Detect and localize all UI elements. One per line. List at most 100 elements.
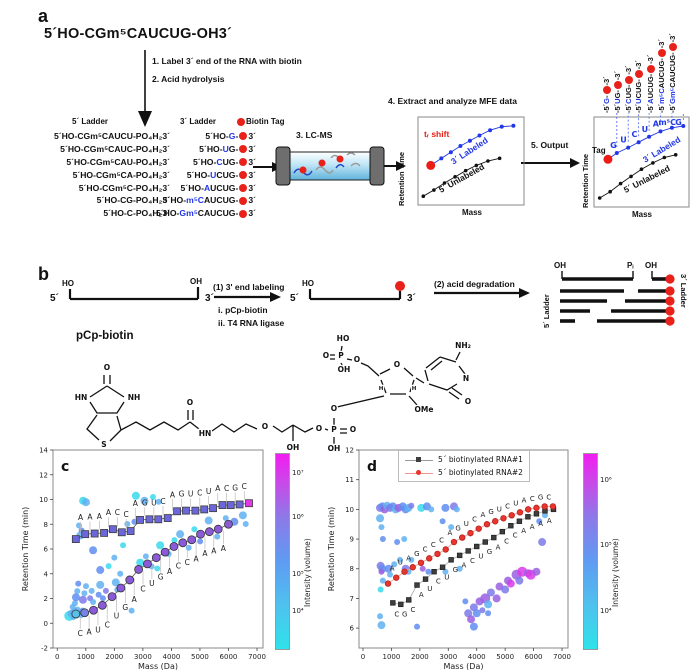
figure-element: C — [394, 610, 399, 618]
figure-element — [270, 292, 281, 302]
ladder5-row: 5´HO-C-PO₄H₂3´ — [28, 207, 170, 220]
background-point — [90, 598, 97, 605]
figure-element: S — [101, 440, 106, 449]
text-fragment — [405, 456, 433, 464]
background-point — [81, 590, 88, 597]
figure-element: A — [221, 544, 227, 553]
background-point — [408, 502, 415, 509]
data-point — [450, 538, 458, 546]
text-fragment: 3´ — [248, 131, 256, 141]
data-point — [204, 527, 214, 537]
background-point — [467, 615, 476, 624]
data-point — [497, 156, 502, 161]
data-point — [511, 123, 516, 128]
figure-element: C — [410, 606, 415, 614]
text-fragment: 5´HO- — [180, 182, 204, 193]
text-fragment: A — [203, 182, 211, 193]
output-ylabel: Retention Time — [581, 153, 590, 208]
colorbar-tick: 10⁵ — [600, 540, 612, 549]
figure-element: OH — [338, 365, 351, 374]
background-point — [150, 494, 157, 501]
text-fragment: U — [222, 143, 229, 154]
data-point — [651, 161, 655, 165]
data-point — [669, 125, 674, 130]
background-point — [386, 571, 393, 578]
data-point — [109, 525, 117, 534]
data-point — [81, 530, 90, 539]
figure-element — [346, 152, 356, 156]
ladder-oh-right: OH — [645, 261, 657, 270]
text-fragment: -5´ — [668, 103, 678, 113]
figure-element: A — [215, 484, 221, 493]
data-point — [163, 514, 172, 522]
figure-element: 12 — [345, 447, 354, 455]
figure-element: m⁵C — [658, 118, 676, 127]
data-point — [614, 151, 619, 155]
figure-element — [570, 158, 580, 168]
figure-element: O — [104, 363, 110, 372]
figure-element: 1000 — [383, 653, 401, 661]
figure-element: A — [194, 555, 200, 564]
text-fragment: 5´HO-CGm⁵CAUCU-PO₄H₂3´ — [53, 131, 170, 141]
data-point — [431, 569, 437, 575]
figure-element: 3000 — [134, 653, 152, 661]
ladder5-row: 5´HO-CG-PO₄H₂3´ — [28, 194, 170, 207]
text-fragment: U — [634, 98, 644, 104]
text-fragment: G- — [613, 90, 623, 99]
species-vlabel: -5´ U CUG- -3´ — [634, 60, 644, 113]
text-fragment: 3´ — [248, 156, 256, 167]
figure-element: O — [354, 355, 360, 364]
figure-element: U — [497, 505, 502, 513]
labeling-step-i: i. pCp-biotin — [218, 305, 268, 315]
background-point — [501, 585, 510, 594]
data-point — [533, 511, 540, 517]
data-point — [647, 134, 652, 139]
figure-element: OMe — [415, 405, 434, 414]
figure-element: 0 — [55, 653, 59, 661]
data-point — [426, 555, 433, 562]
figure-element: O — [187, 398, 193, 407]
figure-element: 8 — [44, 521, 48, 529]
ladder3-row: 5´HO- A UCUG- 3´ — [172, 182, 256, 195]
figure-element: P — [331, 425, 337, 434]
data-point — [448, 557, 454, 563]
data-point — [681, 124, 686, 128]
figure-element: 10 — [345, 506, 354, 514]
panel-a-label: a — [38, 6, 49, 26]
figure-element — [665, 296, 675, 306]
background-point — [111, 554, 118, 561]
figure-element: c — [61, 459, 69, 475]
background-point — [238, 511, 247, 520]
ladder3-row: 5´HO- U G- 3´ — [172, 143, 256, 156]
species-vlabel: -5´ A UCUG- -3´ — [646, 55, 656, 113]
text-fragment: -3´ — [656, 39, 666, 49]
data-point — [90, 529, 99, 538]
background-point — [214, 533, 221, 540]
background-point — [419, 565, 426, 572]
data-point — [187, 535, 197, 545]
data-point — [409, 564, 416, 571]
figure-element: C — [530, 495, 535, 503]
figure-element: A — [419, 591, 424, 599]
biotin-dot-icon — [624, 75, 633, 84]
ladder3-row: 5´HO-m⁵C AUCUG- 3´ — [163, 194, 256, 207]
background-point — [472, 609, 481, 618]
figure-element: 6000 — [525, 653, 543, 661]
figure-element — [593, 116, 690, 208]
figure-element — [665, 316, 675, 326]
data-point — [89, 605, 98, 615]
background-point — [428, 506, 435, 513]
colorbar-tick: 10⁷ — [292, 468, 304, 477]
biotin-dot-icon — [602, 86, 611, 95]
figure-element: C — [115, 508, 120, 517]
panel-c-plot: 0 1000 2000 3000 4000 5000 6000 7000 -2 0 2 4 6 8 10 12… — [21, 447, 266, 670]
figure-element: P — [338, 351, 344, 360]
figure-element: A — [390, 565, 395, 573]
biotin-dot-icon — [239, 145, 248, 154]
output-xlabel: Mass — [631, 210, 652, 219]
biotin-dot — [318, 159, 326, 167]
data-point — [224, 519, 233, 529]
figure-element: 0 — [361, 653, 365, 661]
figure-element: G — [414, 550, 419, 558]
